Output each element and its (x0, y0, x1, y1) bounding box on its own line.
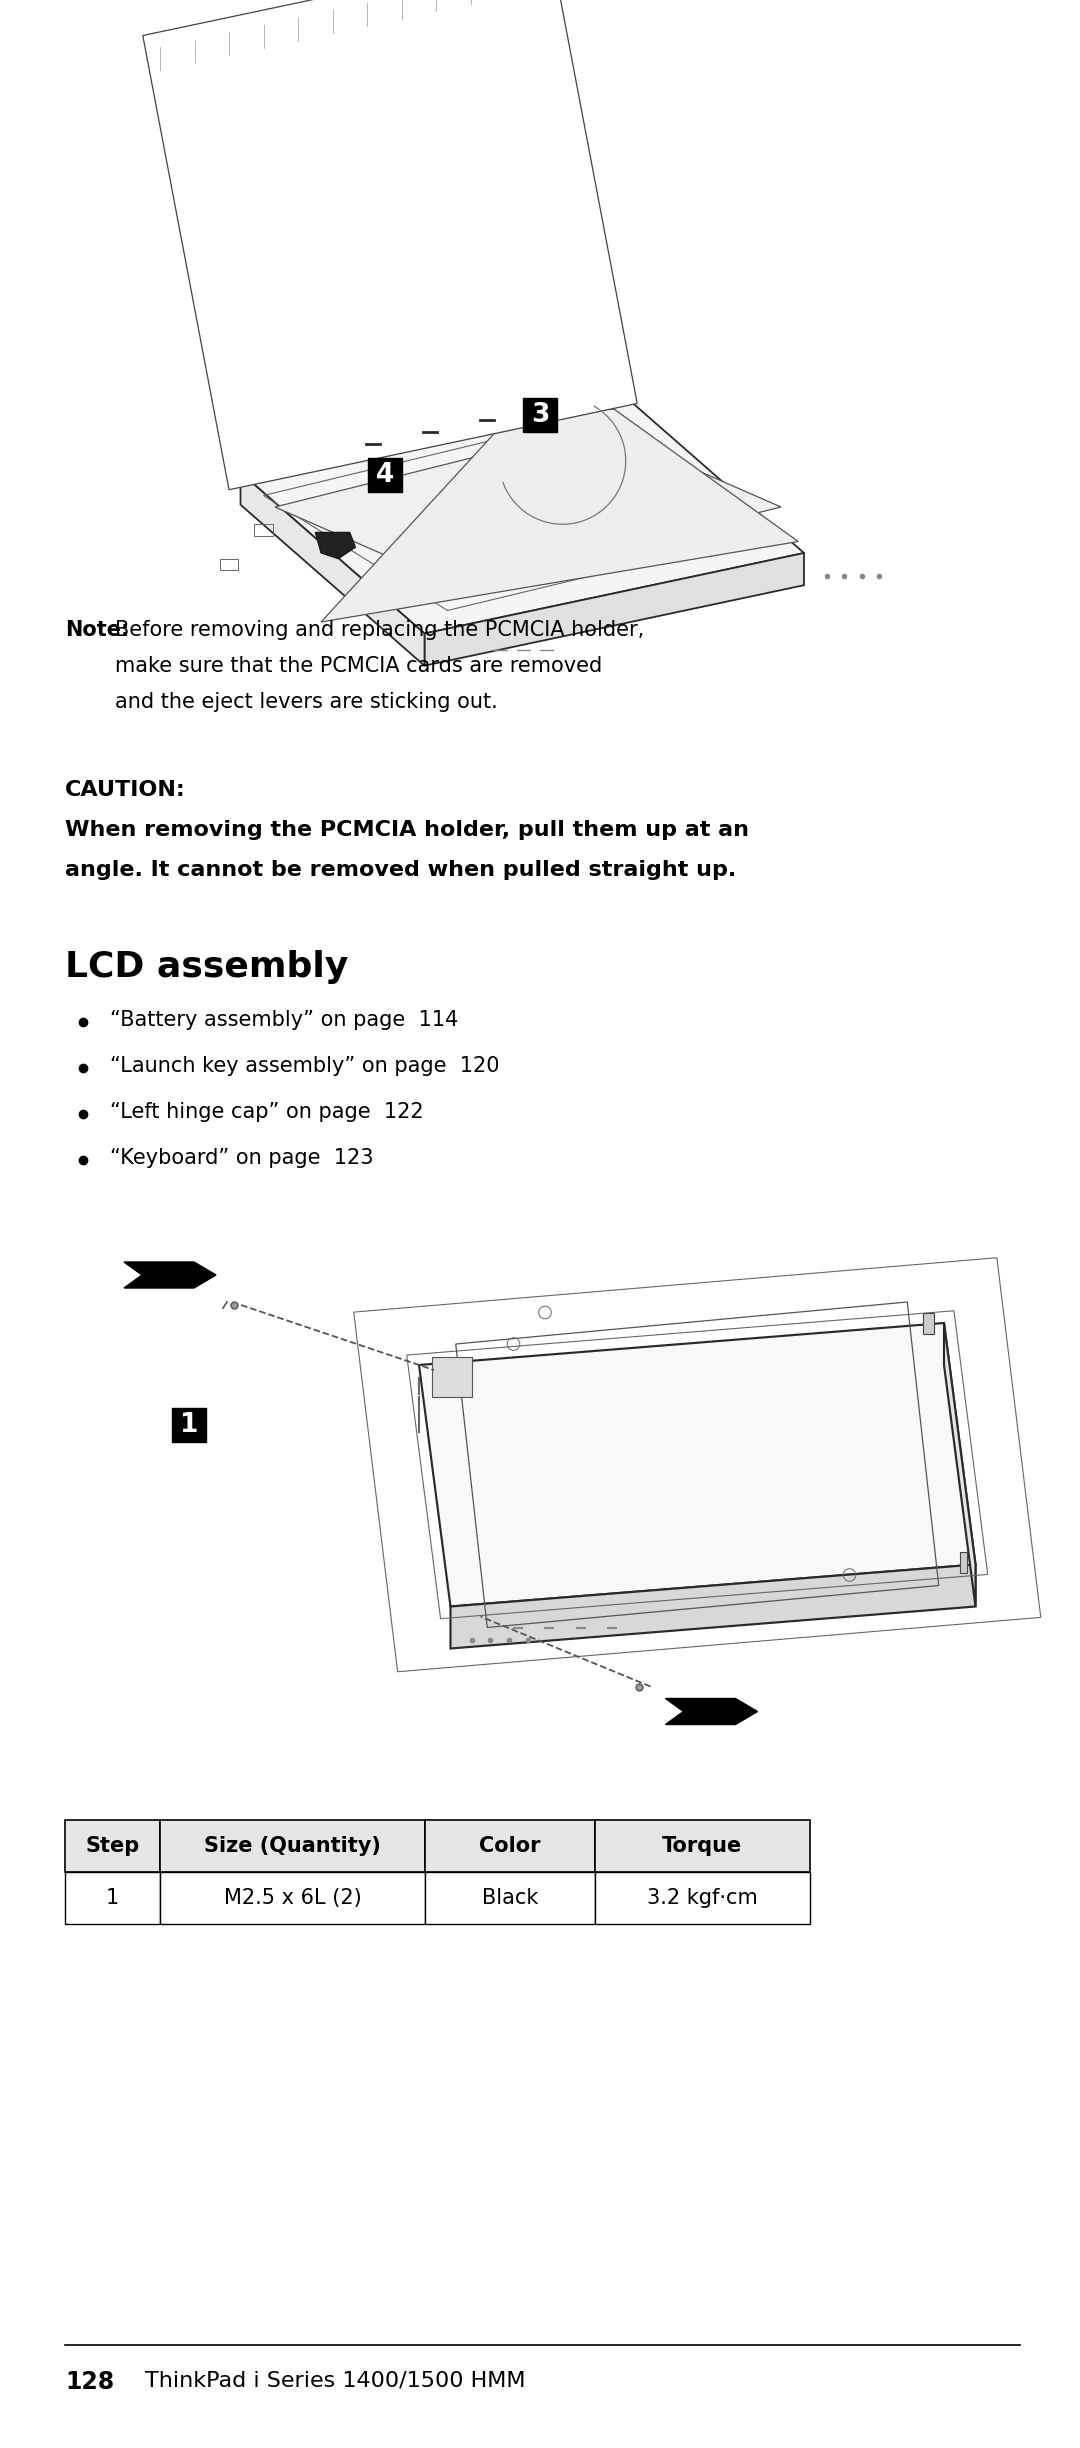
Text: LCD assembly: LCD assembly (65, 950, 348, 984)
Polygon shape (241, 472, 424, 666)
Text: and the eject levers are sticking out.: and the eject levers are sticking out. (114, 693, 498, 712)
Polygon shape (315, 531, 355, 558)
Text: 1: 1 (106, 1887, 119, 1907)
FancyBboxPatch shape (523, 399, 557, 431)
Text: angle. It cannot be removed when pulled straight up.: angle. It cannot be removed when pulled … (65, 859, 737, 879)
Text: make sure that the PCMCIA cards are removed: make sure that the PCMCIA cards are remo… (114, 656, 603, 676)
FancyBboxPatch shape (426, 1873, 595, 1924)
Polygon shape (923, 1312, 933, 1334)
Polygon shape (124, 1263, 216, 1288)
Text: 1: 1 (179, 1412, 199, 1437)
FancyBboxPatch shape (426, 1819, 595, 1873)
FancyBboxPatch shape (172, 1408, 206, 1442)
Polygon shape (944, 1322, 975, 1606)
Text: Black: Black (482, 1887, 538, 1907)
Polygon shape (424, 553, 804, 666)
Polygon shape (450, 1564, 975, 1648)
FancyBboxPatch shape (595, 1873, 810, 1924)
Text: Before removing and replacing the PCMCIA holder,: Before removing and replacing the PCMCIA… (114, 619, 645, 639)
FancyBboxPatch shape (160, 1819, 426, 1873)
Text: “Left hinge cap” on page  122: “Left hinge cap” on page 122 (110, 1102, 423, 1121)
Text: 128: 128 (65, 2370, 114, 2394)
Text: 3.2 kgf·cm: 3.2 kgf·cm (647, 1887, 758, 1907)
Text: ThinkPad i Series 1400/1500 HMM: ThinkPad i Series 1400/1500 HMM (145, 2370, 526, 2389)
Text: 3: 3 (530, 401, 550, 428)
FancyBboxPatch shape (595, 1819, 810, 1873)
Polygon shape (143, 0, 637, 490)
Text: Note:: Note: (65, 619, 130, 639)
Text: Step: Step (85, 1836, 139, 1856)
Text: M2.5 x 6L (2): M2.5 x 6L (2) (224, 1887, 362, 1907)
Polygon shape (665, 1699, 757, 1723)
Text: Torque: Torque (662, 1836, 743, 1856)
FancyBboxPatch shape (368, 458, 402, 492)
Polygon shape (960, 1552, 967, 1574)
Text: “Keyboard” on page  123: “Keyboard” on page 123 (110, 1148, 374, 1168)
Text: CAUTION:: CAUTION: (65, 781, 186, 800)
Polygon shape (275, 426, 781, 588)
FancyBboxPatch shape (160, 1873, 426, 1924)
Polygon shape (419, 1322, 975, 1606)
Polygon shape (432, 1356, 472, 1395)
Text: “Battery assembly” on page  114: “Battery assembly” on page 114 (110, 1011, 458, 1031)
Polygon shape (160, 0, 620, 472)
Text: Size (Quantity): Size (Quantity) (204, 1836, 381, 1856)
Polygon shape (321, 409, 798, 622)
FancyBboxPatch shape (65, 1819, 160, 1873)
FancyBboxPatch shape (65, 1873, 160, 1924)
Text: When removing the PCMCIA holder, pull them up at an: When removing the PCMCIA holder, pull th… (65, 820, 750, 840)
Text: “Launch key assembly” on page  120: “Launch key assembly” on page 120 (110, 1055, 499, 1077)
Text: 4: 4 (376, 463, 394, 487)
Text: Color: Color (480, 1836, 541, 1856)
Polygon shape (241, 392, 804, 634)
